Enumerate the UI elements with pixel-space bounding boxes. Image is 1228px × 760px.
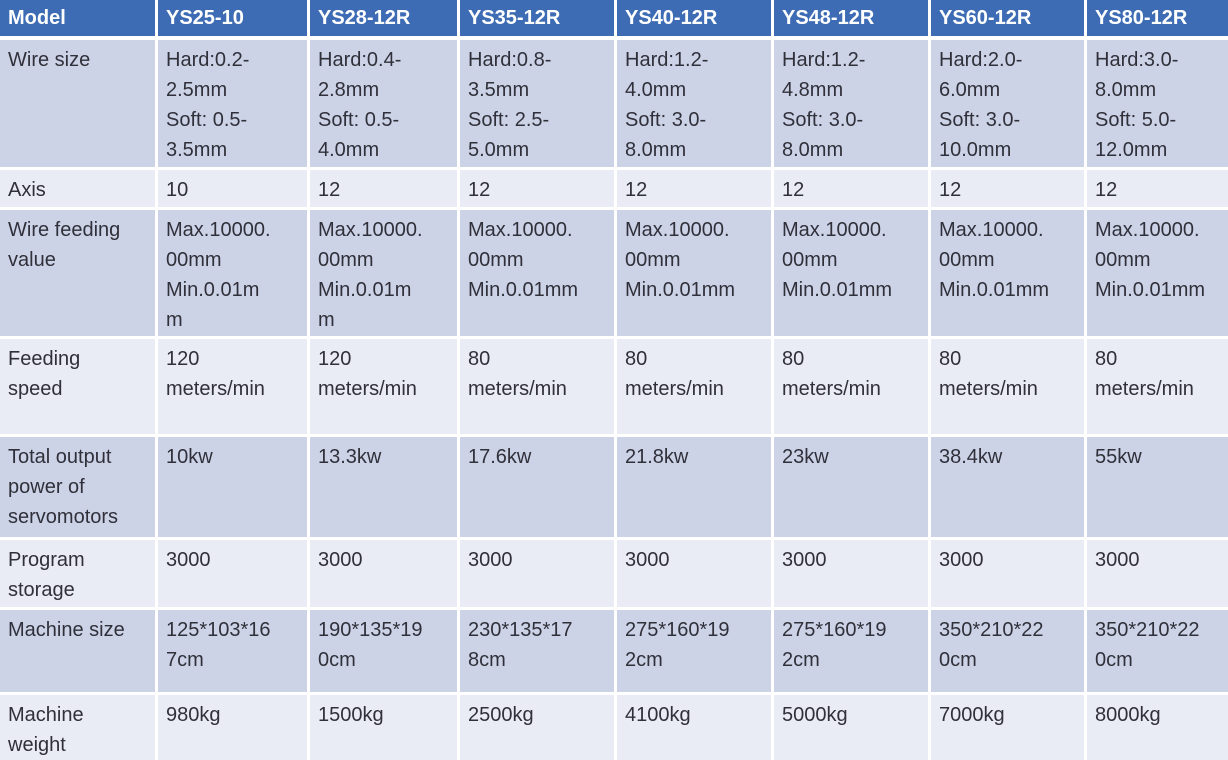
table-cell: 80 meters/min: [931, 339, 1087, 437]
table-cell: 10kw: [158, 437, 310, 540]
table-cell: 10: [158, 170, 310, 210]
table-cell: Hard:0.8- 3.5mm Soft: 2.5- 5.0mm: [460, 40, 617, 170]
row-label: Wire size: [0, 40, 158, 170]
header-row: Model YS25-10 YS28-12R YS35-12R YS40-12R YS48…: [0, 0, 1228, 40]
row-label: Axis: [0, 170, 158, 210]
table-cell: 12: [617, 170, 774, 210]
table-cell: 80 meters/min: [1087, 339, 1228, 437]
column-header: YS48-12R: [774, 0, 931, 40]
table-cell: 21.8kw: [617, 437, 774, 540]
table-cell: 120 meters/min: [158, 339, 310, 437]
table-cell: 7000kg: [931, 695, 1087, 760]
table-row: Wire size Hard:0.2- 2.5mm Soft: 0.5- 3.5m…: [0, 40, 1228, 170]
table-cell: 17.6kw: [460, 437, 617, 540]
table-cell: Hard:1.2- 4.8mm Soft: 3.0- 8.0mm: [774, 40, 931, 170]
table-row: Feeding speed 120 meters/min 120 meters/mi…: [0, 339, 1228, 437]
table-cell: 230*135*17 8cm: [460, 610, 617, 695]
table-cell: Hard:3.0- 8.0mm Soft: 5.0- 12.0mm: [1087, 40, 1228, 170]
table-cell: 80 meters/min: [460, 339, 617, 437]
table-cell: 350*210*22 0cm: [931, 610, 1087, 695]
table-cell: 23kw: [774, 437, 931, 540]
table-cell: 3000: [158, 540, 310, 610]
table-cell: Max.10000. 00mm Min.0.01mm: [931, 210, 1087, 339]
table-cell: 3000: [310, 540, 460, 610]
table-cell: 3000: [460, 540, 617, 610]
table-cell: 275*160*19 2cm: [617, 610, 774, 695]
table-cell: Max.10000. 00mm Min.0.01mm: [617, 210, 774, 339]
table-cell: 275*160*19 2cm: [774, 610, 931, 695]
table-row: Program storage 3000 3000 3000 3000 3000 3000 3…: [0, 540, 1228, 610]
table-cell: 190*135*19 0cm: [310, 610, 460, 695]
table-cell: 12: [310, 170, 460, 210]
row-label: Total output power of servomotors: [0, 437, 158, 540]
table-cell: 8000kg: [1087, 695, 1228, 760]
table-cell: 3000: [774, 540, 931, 610]
table-cell: 38.4kw: [931, 437, 1087, 540]
table-cell: 12: [774, 170, 931, 210]
column-header: YS25-10: [158, 0, 310, 40]
table-cell: Hard:0.4- 2.8mm Soft: 0.5- 4.0mm: [310, 40, 460, 170]
table-cell: Max.10000. 00mm Min.0.01mm: [774, 210, 931, 339]
table-row: Total output power of servomotors 10kw 13.…: [0, 437, 1228, 540]
table-cell: Max.10000. 00mm Min.0.01mm: [460, 210, 617, 339]
table-cell: 980kg: [158, 695, 310, 760]
table-cell: 3000: [617, 540, 774, 610]
table-cell: Max.10000. 00mm Min.0.01mm: [1087, 210, 1228, 339]
table-cell: 4100kg: [617, 695, 774, 760]
table-cell: 13.3kw: [310, 437, 460, 540]
row-label: Machine size: [0, 610, 158, 695]
table-cell: 1500kg: [310, 695, 460, 760]
table-cell: 125*103*16 7cm: [158, 610, 310, 695]
column-header: YS60-12R: [931, 0, 1087, 40]
table-cell: 2500kg: [460, 695, 617, 760]
table-body: Wire size Hard:0.2- 2.5mm Soft: 0.5- 3.5m…: [0, 40, 1228, 760]
table-cell: 12: [460, 170, 617, 210]
column-header: YS40-12R: [617, 0, 774, 40]
table-cell: 5000kg: [774, 695, 931, 760]
table-cell: 12: [931, 170, 1087, 210]
column-header-model: Model: [0, 0, 158, 40]
table-cell: 350*210*22 0cm: [1087, 610, 1228, 695]
table-cell: 12: [1087, 170, 1228, 210]
table-row: Machine size 125*103*16 7cm 190*135*19 0cm…: [0, 610, 1228, 695]
table-cell: 3000: [1087, 540, 1228, 610]
table-cell: 120 meters/min: [310, 339, 460, 437]
column-header: YS28-12R: [310, 0, 460, 40]
table-row: Wire feeding value Max.10000. 00mm Min.0.…: [0, 210, 1228, 339]
table-cell: Max.10000. 00mm Min.0.01m m: [158, 210, 310, 339]
table-cell: Max.10000. 00mm Min.0.01m m: [310, 210, 460, 339]
table-cell: 80 meters/min: [774, 339, 931, 437]
table-cell: 80 meters/min: [617, 339, 774, 437]
row-label: Program storage: [0, 540, 158, 610]
table-cell: Hard:0.2- 2.5mm Soft: 0.5- 3.5mm: [158, 40, 310, 170]
column-header: YS80-12R: [1087, 0, 1228, 40]
table-cell: Hard:2.0- 6.0mm Soft: 3.0- 10.0mm: [931, 40, 1087, 170]
table-cell: 55kw: [1087, 437, 1228, 540]
table-cell: Hard:1.2- 4.0mm Soft: 3.0- 8.0mm: [617, 40, 774, 170]
table-row: Axis 10 12 12 12 12 12 12: [0, 170, 1228, 210]
row-label: Wire feeding value: [0, 210, 158, 339]
row-label: Feeding speed: [0, 339, 158, 437]
row-label: Machine weight: [0, 695, 158, 760]
table-row: Machine weight 980kg 1500kg 2500kg 4100kg 500…: [0, 695, 1228, 760]
column-header: YS35-12R: [460, 0, 617, 40]
table-cell: 3000: [931, 540, 1087, 610]
